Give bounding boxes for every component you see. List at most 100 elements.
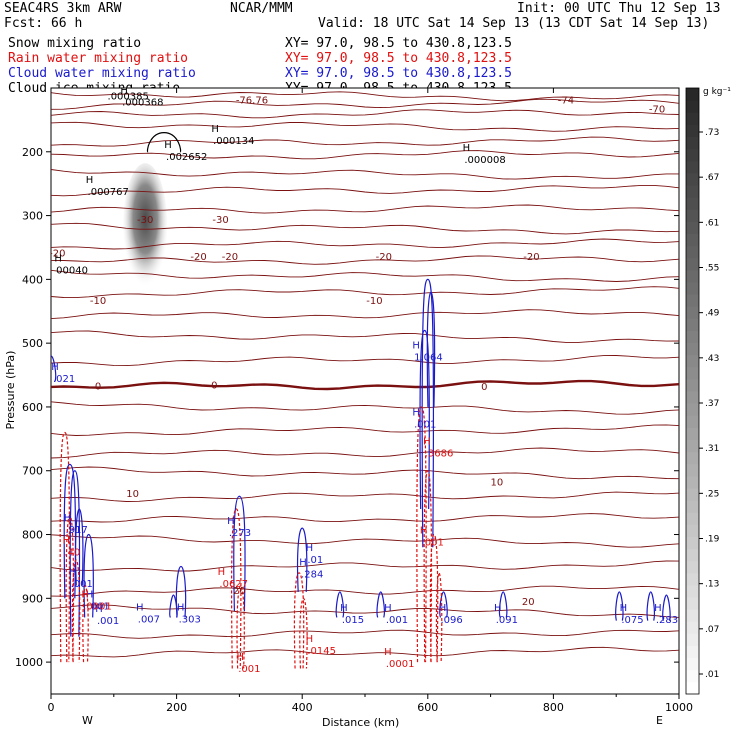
- x-axis-label: Distance (km): [322, 716, 399, 729]
- colorbar-tick-label: .43: [705, 354, 719, 364]
- maximum-value: .001: [386, 615, 408, 626]
- maximum-value: .007: [138, 614, 160, 625]
- temperature-label: 20: [233, 586, 246, 597]
- isotherm-line: [51, 534, 679, 548]
- colorbar-swatch: [686, 269, 699, 283]
- colorbar-tick-label: .73: [705, 128, 719, 138]
- maximum-marker: H: [63, 535, 71, 546]
- colorbar-unit: g kg⁻¹: [703, 87, 731, 97]
- colorbar-tick-label: .25: [705, 489, 719, 499]
- colorbar-tick-label: .67: [705, 173, 719, 183]
- maximum-value: .40: [64, 547, 80, 558]
- colorbar-swatch: [686, 221, 699, 234]
- colorbar-swatch: [686, 451, 699, 465]
- colorbar-tick-label: .49: [705, 309, 720, 319]
- colorbar-swatch: [686, 657, 699, 671]
- maximum-marker: H: [218, 567, 226, 578]
- snow-shaded-area: [123, 163, 168, 288]
- colorbar-tick-label: .07: [705, 625, 719, 635]
- isotherm-line: [51, 169, 679, 180]
- maximum-marker: H: [420, 526, 428, 537]
- y-tick-label: 1000: [15, 656, 43, 669]
- isotherm-line: [51, 222, 679, 235]
- colorbar-swatch: [686, 427, 699, 440]
- y-tick-label: 600: [22, 401, 43, 414]
- isotherm-line: [51, 255, 679, 265]
- maximum-marker: H: [299, 558, 307, 569]
- maximum-marker: H: [423, 436, 431, 447]
- isotherms: [51, 91, 679, 658]
- y-tick-label: 700: [22, 465, 43, 478]
- maximum-marker: H: [95, 604, 103, 615]
- maximum-value: .273: [229, 528, 251, 539]
- colorbar: .01 .07 .13 .19 .25 .31 .37 .43 .49 .55 .61 .67 .73: [685, 87, 720, 695]
- temperature-label: -20: [222, 252, 238, 263]
- colorbar-swatch: [686, 88, 699, 101]
- colorbar-swatch: [686, 257, 699, 271]
- temperature-label: 10: [126, 489, 139, 500]
- isotherm-line: [51, 401, 679, 415]
- maximum-value: .0001: [83, 602, 112, 613]
- maximum-value: .284: [301, 570, 323, 581]
- colorbar-swatch: [686, 463, 699, 477]
- rain-contour: [416, 406, 427, 663]
- snow-max-value: .000385: [108, 92, 149, 103]
- isotherm-line: [51, 136, 679, 147]
- colorbar-swatch: [686, 487, 699, 501]
- field-name-cloud-water: Cloud water mixing ratio: [8, 66, 196, 81]
- isotherm-line: [51, 424, 679, 436]
- colorbar-swatch: [686, 342, 699, 356]
- zero-isotherm-line: [51, 379, 679, 391]
- plot-content: -76.76 -74 -70 -30 -30 -20 -20 -20 -20 -20 -10 -10 0…: [51, 88, 679, 675]
- isotherm-line: [51, 355, 679, 367]
- maximum-marker: H: [54, 253, 62, 264]
- maximum-marker: H: [439, 603, 447, 614]
- cloud-water-contour: [63, 463, 77, 599]
- maximum-value: .0145: [307, 646, 336, 657]
- temperature-label: -10: [90, 296, 106, 307]
- isotherm-line: [51, 184, 679, 197]
- temperature-label: -30: [137, 215, 153, 226]
- maximum-value: .000008: [464, 155, 505, 166]
- cloud-water-contour: [83, 533, 94, 618]
- y-tick-label: 200: [22, 146, 43, 159]
- cloud-water-contour: [175, 565, 187, 618]
- maximum-value: .091: [496, 615, 518, 626]
- maximum-marker: H: [384, 603, 392, 614]
- maximum-value: .015: [342, 615, 364, 626]
- colorbar-swatch: [686, 184, 699, 198]
- colorbar-swatch: [686, 597, 699, 610]
- cloud-water-contour: [498, 591, 508, 618]
- colorbar-swatch: [686, 197, 699, 210]
- isotherm-line: [51, 629, 679, 639]
- maximum-marker: H: [69, 567, 77, 578]
- field-xy-cloud-water: XY= 97.0, 98.5 to 430.8,123.5: [285, 66, 512, 81]
- maximum-marker: H: [136, 602, 144, 613]
- colorbar-swatch: [686, 560, 699, 574]
- colorbar-tick-label: .37: [705, 399, 719, 409]
- colorbar-swatch: [686, 160, 699, 174]
- colorbar-tick-label: .13: [705, 580, 719, 590]
- maximum-value: .0627: [219, 579, 248, 590]
- colorbar-swatch: [686, 669, 699, 683]
- maximum-marker: H: [340, 603, 348, 614]
- temperature-label: -76.76: [236, 95, 268, 106]
- rain-contour: [71, 559, 81, 663]
- colorbar-swatch: [686, 354, 699, 368]
- temperature-label: 0: [481, 382, 487, 393]
- cloud-water-contour: [296, 527, 308, 592]
- cloud-water-contour: [75, 508, 84, 586]
- colorbar-swatch: [686, 148, 699, 162]
- rain-contour: [299, 597, 308, 669]
- x-tick-label: 200: [166, 701, 187, 714]
- cloud-water-contour: [233, 495, 246, 612]
- maximum-value: .001: [414, 420, 436, 431]
- colorbar-tick-label: .19: [705, 535, 720, 545]
- x-tick-label: 400: [292, 701, 313, 714]
- cloud-water-contour: [419, 329, 430, 510]
- temperature-label: -30: [212, 215, 228, 226]
- x-tick-label: 1000: [665, 701, 693, 714]
- cloud-water-contour: [662, 594, 671, 621]
- isotherm-line: [51, 466, 679, 480]
